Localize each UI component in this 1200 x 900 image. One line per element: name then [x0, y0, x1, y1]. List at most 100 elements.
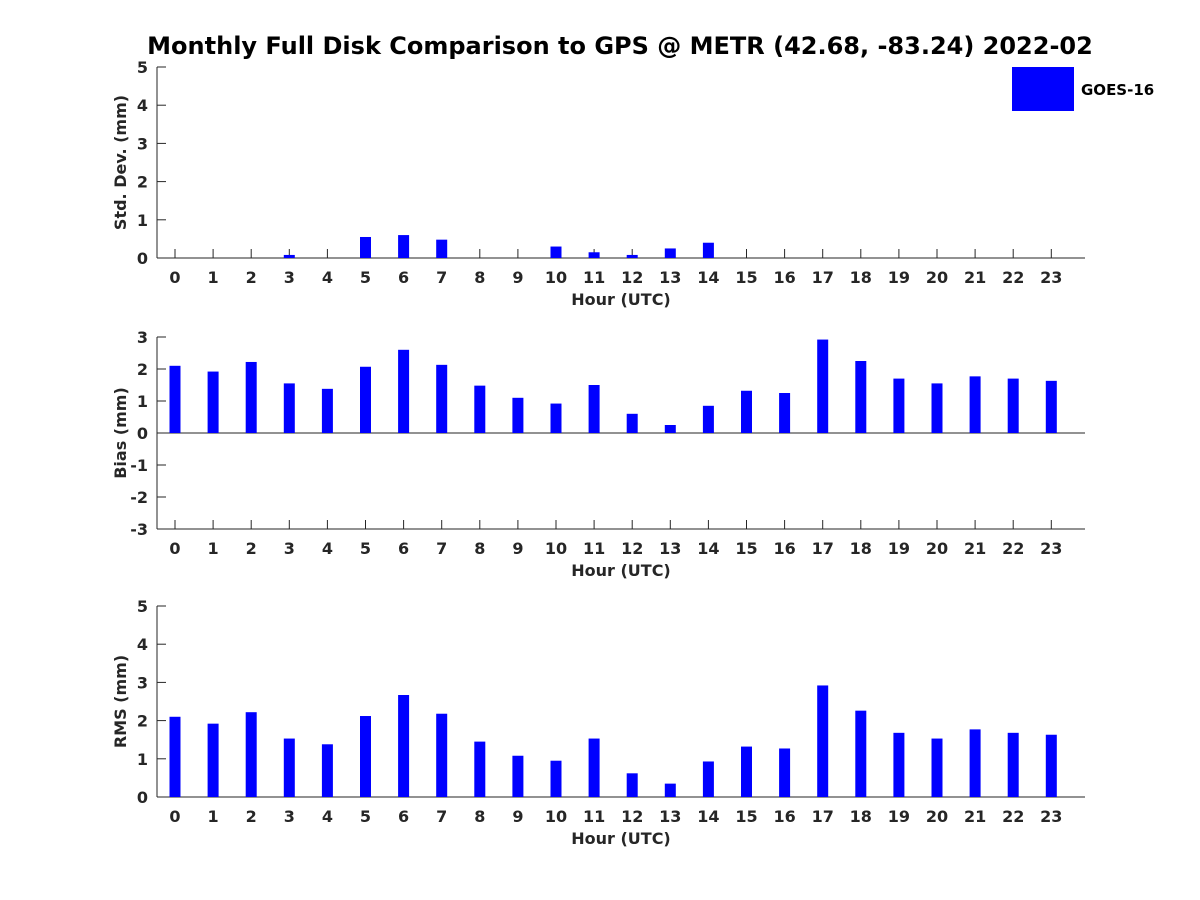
rms-x-tick-label: 6	[398, 807, 409, 826]
bias-x-tick-label: 1	[208, 539, 219, 558]
rms-bar	[931, 738, 943, 797]
rms-x-tick-label: 17	[812, 807, 834, 826]
std-dev-x-tick-label: 16	[773, 268, 795, 287]
bias-bar	[512, 397, 524, 433]
bias-x-tick-label: 5	[360, 539, 371, 558]
std-dev-bar	[664, 248, 676, 258]
std-dev-x-tick-label: 23	[1040, 268, 1062, 287]
bias-y-tick-label: 2	[137, 360, 148, 379]
rms-x-tick-label: 10	[545, 807, 567, 826]
std-dev-bar	[360, 236, 371, 258]
std-dev-x-tick-label: 19	[888, 268, 910, 287]
std-dev-bar	[702, 242, 714, 258]
bias-x-tick-label: 18	[850, 539, 872, 558]
std-dev-y-tick-label: 3	[137, 134, 148, 153]
bias-x-tick-label: 21	[964, 539, 986, 558]
bias-x-tick-label: 7	[436, 539, 447, 558]
rms-bar	[969, 729, 981, 797]
std-dev-x-tick-label: 8	[474, 268, 485, 287]
rms-x-tick-label: 8	[474, 807, 485, 826]
bias-y-tick-label: -3	[130, 520, 148, 539]
bias-x-tick-label: 19	[888, 539, 910, 558]
bias-bar	[626, 413, 638, 433]
bias-x-tick-label: 8	[474, 539, 485, 558]
rms-x-tick-label: 21	[964, 807, 986, 826]
std-dev-y-tick-label: 0	[137, 249, 148, 268]
rms-x-tick-label: 4	[322, 807, 333, 826]
bias-bar	[969, 376, 981, 433]
bias-bar	[474, 385, 486, 433]
rms-x-tick-label: 7	[436, 807, 447, 826]
legend: GOES-16	[1012, 67, 1154, 111]
std-dev-y-tick-label: 1	[137, 211, 148, 230]
std-dev-x-tick-label: 7	[436, 268, 447, 287]
std-dev-bar	[588, 252, 600, 258]
rms-bar	[702, 761, 714, 797]
std-dev-x-tick-label: 0	[169, 268, 180, 287]
rms-x-tick-label: 5	[360, 807, 371, 826]
rms-bar	[779, 748, 791, 797]
std-dev-y-tick-label: 4	[137, 96, 148, 115]
rms-y-tick-label: 5	[137, 597, 148, 616]
std-dev-x-tick-label: 18	[850, 268, 872, 287]
rms-x-tick-label: 22	[1002, 807, 1024, 826]
std-dev-x-tick-label: 12	[621, 268, 643, 287]
rms-y-tick-label: 0	[137, 788, 148, 807]
std-dev-x-tick-label: 14	[697, 268, 719, 287]
rms-x-tick-label: 12	[621, 807, 643, 826]
rms-bar	[550, 760, 562, 797]
rms-bar	[855, 710, 867, 797]
bias-y-tick-label: -2	[130, 488, 148, 507]
std-dev-bar	[626, 254, 638, 258]
rms-bar	[588, 738, 600, 797]
std-dev-bar	[398, 235, 410, 258]
bias-bar	[169, 365, 181, 433]
rms-bar	[893, 732, 905, 797]
bias-x-axis-label: Hour (UTC)	[571, 561, 671, 580]
bias-bar	[779, 393, 791, 433]
rms-bar	[283, 738, 295, 797]
bias-x-tick-label: 15	[735, 539, 757, 558]
bias-bar	[702, 405, 714, 433]
std-dev-x-tick-label: 21	[964, 268, 986, 287]
std-dev-y-axis-label: Std. Dev. (mm)	[111, 95, 130, 230]
std-dev-x-tick-label: 3	[284, 268, 295, 287]
rms-bar	[817, 685, 829, 797]
bias-bar	[817, 339, 829, 433]
rms-bar	[626, 773, 638, 797]
rms-bar	[360, 716, 371, 797]
std-dev-y-tick-label: 5	[137, 58, 148, 77]
bias-bar	[931, 383, 943, 433]
rms-bar	[321, 744, 333, 797]
bias-bar	[664, 425, 676, 433]
rms-bar	[245, 712, 257, 797]
bias-bar	[1007, 378, 1019, 433]
rms-x-tick-label: 18	[850, 807, 872, 826]
bias-bar	[741, 390, 752, 433]
bias-y-tick-label: -1	[130, 456, 148, 475]
bias-x-tick-label: 6	[398, 539, 409, 558]
bias-x-tick-label: 3	[284, 539, 295, 558]
std-dev-x-tick-label: 6	[398, 268, 409, 287]
bias-y-tick-label: 1	[137, 392, 148, 411]
bias-x-tick-label: 12	[621, 539, 643, 558]
rms-bar	[398, 695, 410, 797]
bias-bar	[436, 364, 448, 433]
bias-x-tick-label: 20	[926, 539, 948, 558]
bias-x-tick-label: 22	[1002, 539, 1024, 558]
rms-x-tick-label: 3	[284, 807, 295, 826]
bias-x-tick-label: 4	[322, 539, 333, 558]
std-dev-bar	[283, 254, 295, 258]
std-dev-x-tick-label: 5	[360, 268, 371, 287]
rms-y-tick-label: 2	[137, 712, 148, 731]
rms-x-tick-label: 11	[583, 807, 605, 826]
bias-x-tick-label: 0	[169, 539, 180, 558]
std-dev-x-tick-label: 17	[812, 268, 834, 287]
bias-y-tick-label: 0	[137, 424, 148, 443]
rms-bar	[1007, 732, 1019, 797]
legend-label: GOES-16	[1081, 81, 1154, 99]
rms-x-tick-label: 19	[888, 807, 910, 826]
bias-x-tick-label: 17	[812, 539, 834, 558]
std-dev-x-tick-label: 15	[735, 268, 757, 287]
